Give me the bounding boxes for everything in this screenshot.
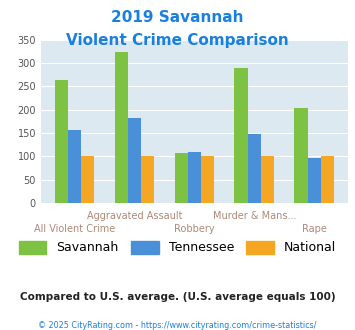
Bar bbox=[294, 108, 307, 203]
Bar bbox=[201, 156, 214, 203]
Bar bbox=[261, 156, 274, 203]
Bar bbox=[128, 117, 141, 203]
Bar bbox=[81, 156, 94, 203]
Text: Aggravated Assault: Aggravated Assault bbox=[87, 211, 182, 221]
Bar bbox=[175, 152, 188, 203]
Bar bbox=[141, 156, 154, 203]
Text: Rape: Rape bbox=[302, 224, 327, 234]
Bar bbox=[55, 80, 68, 203]
Text: 2019 Savannah: 2019 Savannah bbox=[111, 10, 244, 25]
Bar bbox=[307, 158, 321, 203]
Legend: Savannah, Tennessee, National: Savannah, Tennessee, National bbox=[14, 236, 341, 259]
Bar bbox=[248, 134, 261, 203]
Text: Compared to U.S. average. (U.S. average equals 100): Compared to U.S. average. (U.S. average … bbox=[20, 292, 335, 302]
Bar bbox=[115, 52, 128, 203]
Text: Violent Crime Comparison: Violent Crime Comparison bbox=[66, 33, 289, 48]
Bar bbox=[321, 156, 334, 203]
Text: All Violent Crime: All Violent Crime bbox=[34, 224, 115, 234]
Bar bbox=[68, 130, 81, 203]
Text: Robbery: Robbery bbox=[174, 224, 215, 234]
Text: © 2025 CityRating.com - https://www.cityrating.com/crime-statistics/: © 2025 CityRating.com - https://www.city… bbox=[38, 321, 317, 330]
Bar bbox=[188, 151, 201, 203]
Bar bbox=[235, 68, 248, 203]
Text: Murder & Mans...: Murder & Mans... bbox=[213, 211, 296, 221]
